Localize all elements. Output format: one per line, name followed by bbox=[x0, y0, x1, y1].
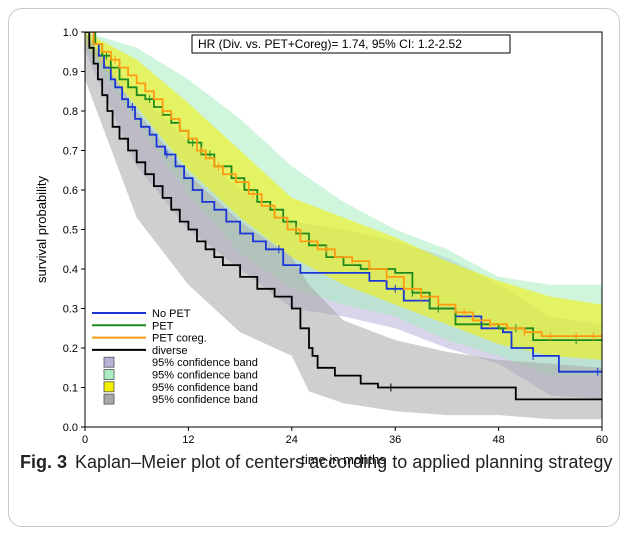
legend-label: diverse bbox=[152, 345, 187, 357]
x-tick-label: 48 bbox=[492, 434, 504, 446]
y-tick-label: 0.5 bbox=[63, 225, 78, 237]
curve-pet bbox=[85, 32, 602, 341]
legend-swatch bbox=[103, 369, 115, 380]
figure-label: Fig. 3 bbox=[20, 452, 68, 472]
legend-label: 95% confidence band bbox=[152, 382, 258, 394]
x-tick-label: 60 bbox=[596, 434, 608, 446]
x-tick-label: 36 bbox=[389, 434, 401, 446]
y-axis-label: survival probability bbox=[34, 176, 49, 283]
y-tick-label: 0.9 bbox=[63, 67, 78, 79]
hazard-ratio-text: HR (Div. vs. PET+Coreg)= 1.74, 95% CI: 1… bbox=[198, 37, 462, 51]
kaplan-meier-chart: 0.0 0.1 0.2 0.3 0.4 0.5 0.6 0.7 0.8 0.9 1.0 0 12 24 36… bbox=[34, 27, 608, 467]
y-tick-label: 0.2 bbox=[63, 343, 78, 355]
y-tick-label: 0.7 bbox=[63, 146, 78, 158]
y-tick-label: 0.8 bbox=[63, 106, 78, 118]
y-tick-label: 0.3 bbox=[63, 304, 78, 316]
x-tick-label: 12 bbox=[182, 434, 194, 446]
caption-text: Kaplan–Meier plot of centers according t… bbox=[75, 452, 613, 472]
legend-swatch bbox=[103, 356, 115, 368]
legend-swatch bbox=[103, 393, 115, 405]
y-tick-label: 0.1 bbox=[63, 383, 78, 395]
confidence-band-3 bbox=[85, 32, 602, 360]
legend-label: PET bbox=[152, 320, 174, 332]
survival-curves bbox=[85, 32, 602, 401]
figure-caption: Fig. 3 Kaplan–Meier plot of centers accor… bbox=[20, 450, 615, 474]
hazard-ratio-annotation: HR (Div. vs. PET+Coreg)= 1.74, 95% CI: 1… bbox=[191, 34, 511, 54]
x-tick-label: 0 bbox=[82, 434, 88, 446]
x-tick-label: 24 bbox=[286, 434, 298, 446]
legend-label: 95% confidence band bbox=[152, 394, 258, 406]
legend-label: PET coreg. bbox=[152, 333, 207, 345]
figure-frame bbox=[8, 8, 620, 527]
curve-diverse bbox=[85, 32, 602, 401]
y-tick-label: 0.4 bbox=[63, 264, 78, 276]
y-tick-label: 0.6 bbox=[63, 185, 78, 197]
y-tick-label: 0.0 bbox=[63, 422, 78, 434]
legend-swatch bbox=[103, 381, 115, 393]
legend-label: 95% confidence band bbox=[152, 370, 258, 382]
axes: 0.0 0.1 0.2 0.3 0.4 0.5 0.6 0.7 0.8 0.9 1.0 0 12 24 36… bbox=[63, 27, 608, 446]
x-axis-label: time in months bbox=[301, 452, 386, 467]
curve-pet-coreg bbox=[85, 32, 602, 337]
legend-label: 95% confidence band bbox=[152, 357, 258, 369]
y-tick-label: 1.0 bbox=[63, 27, 78, 39]
legend-label: No PET bbox=[152, 308, 191, 320]
